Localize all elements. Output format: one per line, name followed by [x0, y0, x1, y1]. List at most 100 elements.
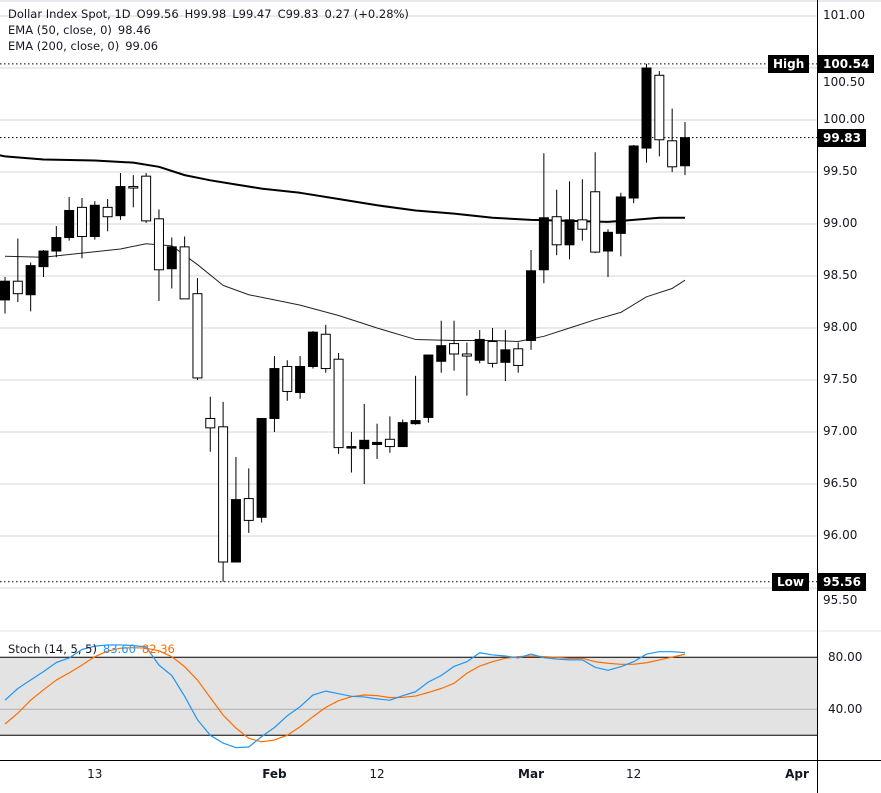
stoch-k-line — [4, 644, 686, 749]
candle-up — [38, 250, 49, 268]
candle-up — [89, 204, 100, 237]
candle-up — [641, 67, 652, 149]
candle-up — [64, 209, 75, 239]
candle-down — [76, 206, 87, 237]
price-axis-tick: 99.00 — [823, 216, 858, 230]
candle-down — [243, 498, 254, 521]
candle-up — [564, 219, 575, 246]
ema50-value: 98.46 — [117, 23, 151, 37]
price-axis-tick: 100.50 — [823, 75, 865, 89]
high-marker-label: High — [768, 55, 810, 73]
stoch-d-line — [4, 647, 686, 743]
candle-up — [436, 345, 447, 362]
stoch-label: Stoch (14, 5, 5) — [8, 642, 97, 656]
price-axis-tick: 97.00 — [823, 424, 858, 438]
candle-up — [526, 270, 537, 341]
time-axis-tick: 12 — [369, 767, 385, 781]
candle-up — [269, 368, 280, 419]
candle-down — [590, 191, 601, 253]
candle-up — [51, 237, 62, 252]
time-axis-tick: Apr — [785, 767, 809, 781]
time-axis-tick: 12 — [626, 767, 642, 781]
ema200-label: EMA (200, close, 0) — [8, 39, 120, 53]
candle-up — [307, 331, 318, 367]
candle-down — [179, 246, 190, 300]
stoch-k-value: 83.60 — [102, 642, 136, 656]
candle-down — [577, 219, 588, 230]
price-axis-tick: 96.50 — [823, 476, 858, 490]
candle-up — [615, 196, 626, 234]
ema200-line — [0, 154, 685, 223]
ema50-legend[interactable]: EMA (50, close, 0) 98.46 — [8, 22, 157, 38]
ema200-legend[interactable]: EMA (200, close, 0) 99.06 — [8, 38, 164, 54]
candle-up — [256, 417, 267, 518]
symbol-name[interactable]: Dollar Index Spot, 1D — [8, 7, 131, 21]
candle-down — [282, 365, 293, 392]
candle-down — [384, 438, 395, 448]
stoch-legend[interactable]: Stoch (14, 5, 5) 83.60 82.36 — [8, 641, 181, 657]
candle-up — [538, 217, 549, 271]
candle-down — [654, 74, 665, 141]
ohlc-change: 0.27 (+0.28%) — [324, 7, 409, 21]
ema50-line — [4, 243, 686, 343]
price-axis-tick: 97.50 — [823, 372, 858, 386]
candle-down — [461, 353, 472, 357]
low-price-badge: 95.56 — [818, 573, 866, 591]
candle-down — [551, 216, 562, 246]
candle-down — [513, 348, 524, 366]
symbol-legend: Dollar Index Spot, 1D O99.56 H99.98 L99.47 C… — [8, 6, 415, 22]
candle-down — [141, 175, 152, 222]
candle-down — [128, 186, 139, 189]
ohlc-low: L99.47 — [232, 7, 272, 21]
candle-up — [230, 499, 241, 563]
candle-up — [628, 145, 639, 199]
stoch-d-value: 82.36 — [141, 642, 175, 656]
price-axis-tick: 95.50 — [823, 593, 858, 607]
price-axis-tick: 101.00 — [823, 8, 865, 22]
candle-up — [25, 265, 36, 296]
candle-down — [192, 293, 203, 379]
candle-up — [397, 422, 408, 448]
price-axis-tick: 98.00 — [823, 320, 858, 334]
candle-up — [679, 137, 690, 167]
stoch-axis-tick: 40.00 — [828, 702, 863, 716]
candle-up — [295, 365, 306, 393]
price-axis-tick: 96.00 — [823, 528, 858, 542]
price-axis-tick: 98.50 — [823, 268, 858, 282]
time-axis-tick: 13 — [87, 767, 103, 781]
time-axis-tick: Mar — [518, 767, 544, 781]
stoch-axis-tick: 80.00 — [828, 650, 863, 664]
ohlc-close: C99.83 — [277, 7, 319, 21]
candle-up — [474, 338, 485, 361]
candles — [0, 63, 690, 582]
candle-up — [500, 349, 511, 363]
candle-up — [410, 420, 421, 425]
price-axis-tick: 99.50 — [823, 164, 858, 178]
candle-down — [102, 206, 113, 218]
ohlc-high: H99.98 — [184, 7, 227, 21]
candle-up — [359, 439, 370, 450]
time-axis-tick: Feb — [262, 767, 287, 781]
candle-up — [346, 446, 357, 449]
candle-down — [333, 358, 344, 449]
ema50-label: EMA (50, close, 0) — [8, 23, 112, 37]
price-axis-tick: 100.00 — [823, 112, 865, 126]
ema200-value: 99.06 — [125, 39, 159, 53]
last-price-badge: 99.83 — [818, 129, 866, 147]
top-border — [0, 0, 881, 2]
candle-up — [0, 280, 10, 301]
candle-up — [372, 441, 383, 445]
candle-down — [449, 343, 460, 355]
candle-down — [205, 417, 216, 429]
candle-down — [320, 333, 331, 370]
candle-up — [603, 231, 614, 252]
candle-down — [153, 218, 164, 271]
low-marker-label: Low — [772, 573, 809, 591]
candle-down — [667, 140, 678, 168]
high-price-badge: 100.54 — [818, 55, 875, 73]
candle-up — [423, 354, 434, 418]
candle-up — [115, 186, 126, 217]
ohlc-open: O99.56 — [136, 7, 179, 21]
candle-down — [12, 280, 23, 295]
